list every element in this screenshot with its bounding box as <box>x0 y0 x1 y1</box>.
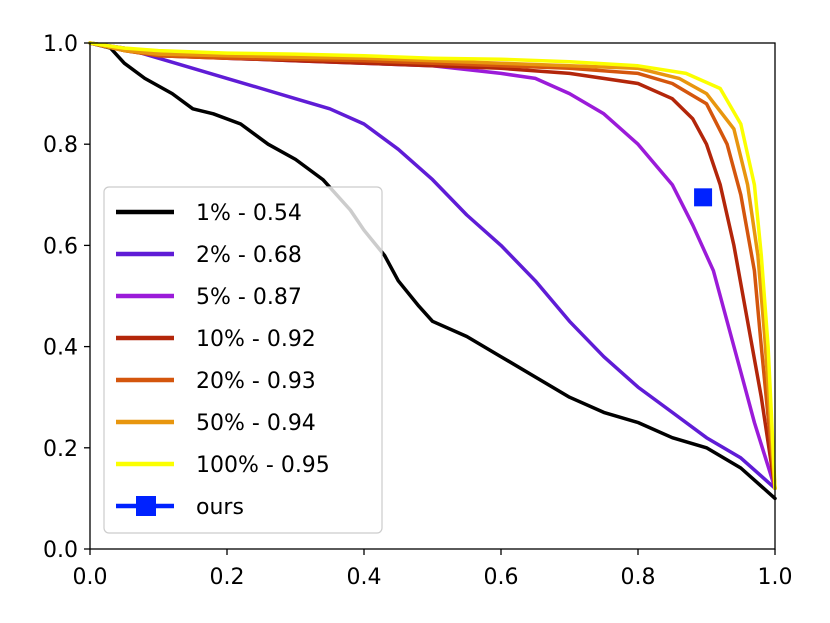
x-tick-label: 1.0 <box>758 565 793 590</box>
x-tick-label: 0.8 <box>621 565 656 590</box>
series-layer <box>88 41 777 501</box>
series-line-4 <box>88 41 777 491</box>
legend-box <box>103 186 383 534</box>
y-tick-label: 0.4 <box>43 336 78 361</box>
legend-label: 1% - 0.54 <box>196 201 302 226</box>
y-tick-label: 0.6 <box>43 234 78 259</box>
series-line-5 <box>88 41 777 491</box>
ours-marker <box>694 188 713 207</box>
legend: 1% - 0.54 2% - 0.68 5% - 0.87 10% - 0.92 20%… <box>103 186 383 534</box>
legend-label: 5% - 0.87 <box>196 285 302 310</box>
x-axis: 0.0 0.2 0.4 0.6 0.8 1.0 <box>73 549 793 590</box>
legend-label: ours <box>196 495 244 520</box>
series-line-6 <box>88 41 777 491</box>
y-tick-label: 1.0 <box>43 32 78 57</box>
x-tick-label: 0.6 <box>484 565 519 590</box>
x-tick-label: 0.2 <box>210 565 245 590</box>
plot-frame <box>89 42 776 550</box>
series-line-1 <box>88 41 777 491</box>
y-tick-label: 0.8 <box>43 133 78 158</box>
legend-label: 100% - 0.95 <box>196 453 330 478</box>
legend-label: 50% - 0.94 <box>196 411 316 436</box>
y-tick-label: 0.2 <box>43 437 78 462</box>
legend-label: 10% - 0.92 <box>196 327 316 352</box>
x-tick-label: 0.0 <box>73 565 108 590</box>
legend-label: 20% - 0.93 <box>196 369 316 394</box>
series-line-0 <box>88 41 777 501</box>
legend-swatch-marker <box>136 496 156 516</box>
y-axis: 0.0 0.2 0.4 0.6 0.8 1.0 <box>43 32 90 563</box>
y-tick-label: 0.0 <box>43 538 78 563</box>
x-tick-label: 0.4 <box>347 565 382 590</box>
legend-label: 2% - 0.68 <box>196 243 302 268</box>
